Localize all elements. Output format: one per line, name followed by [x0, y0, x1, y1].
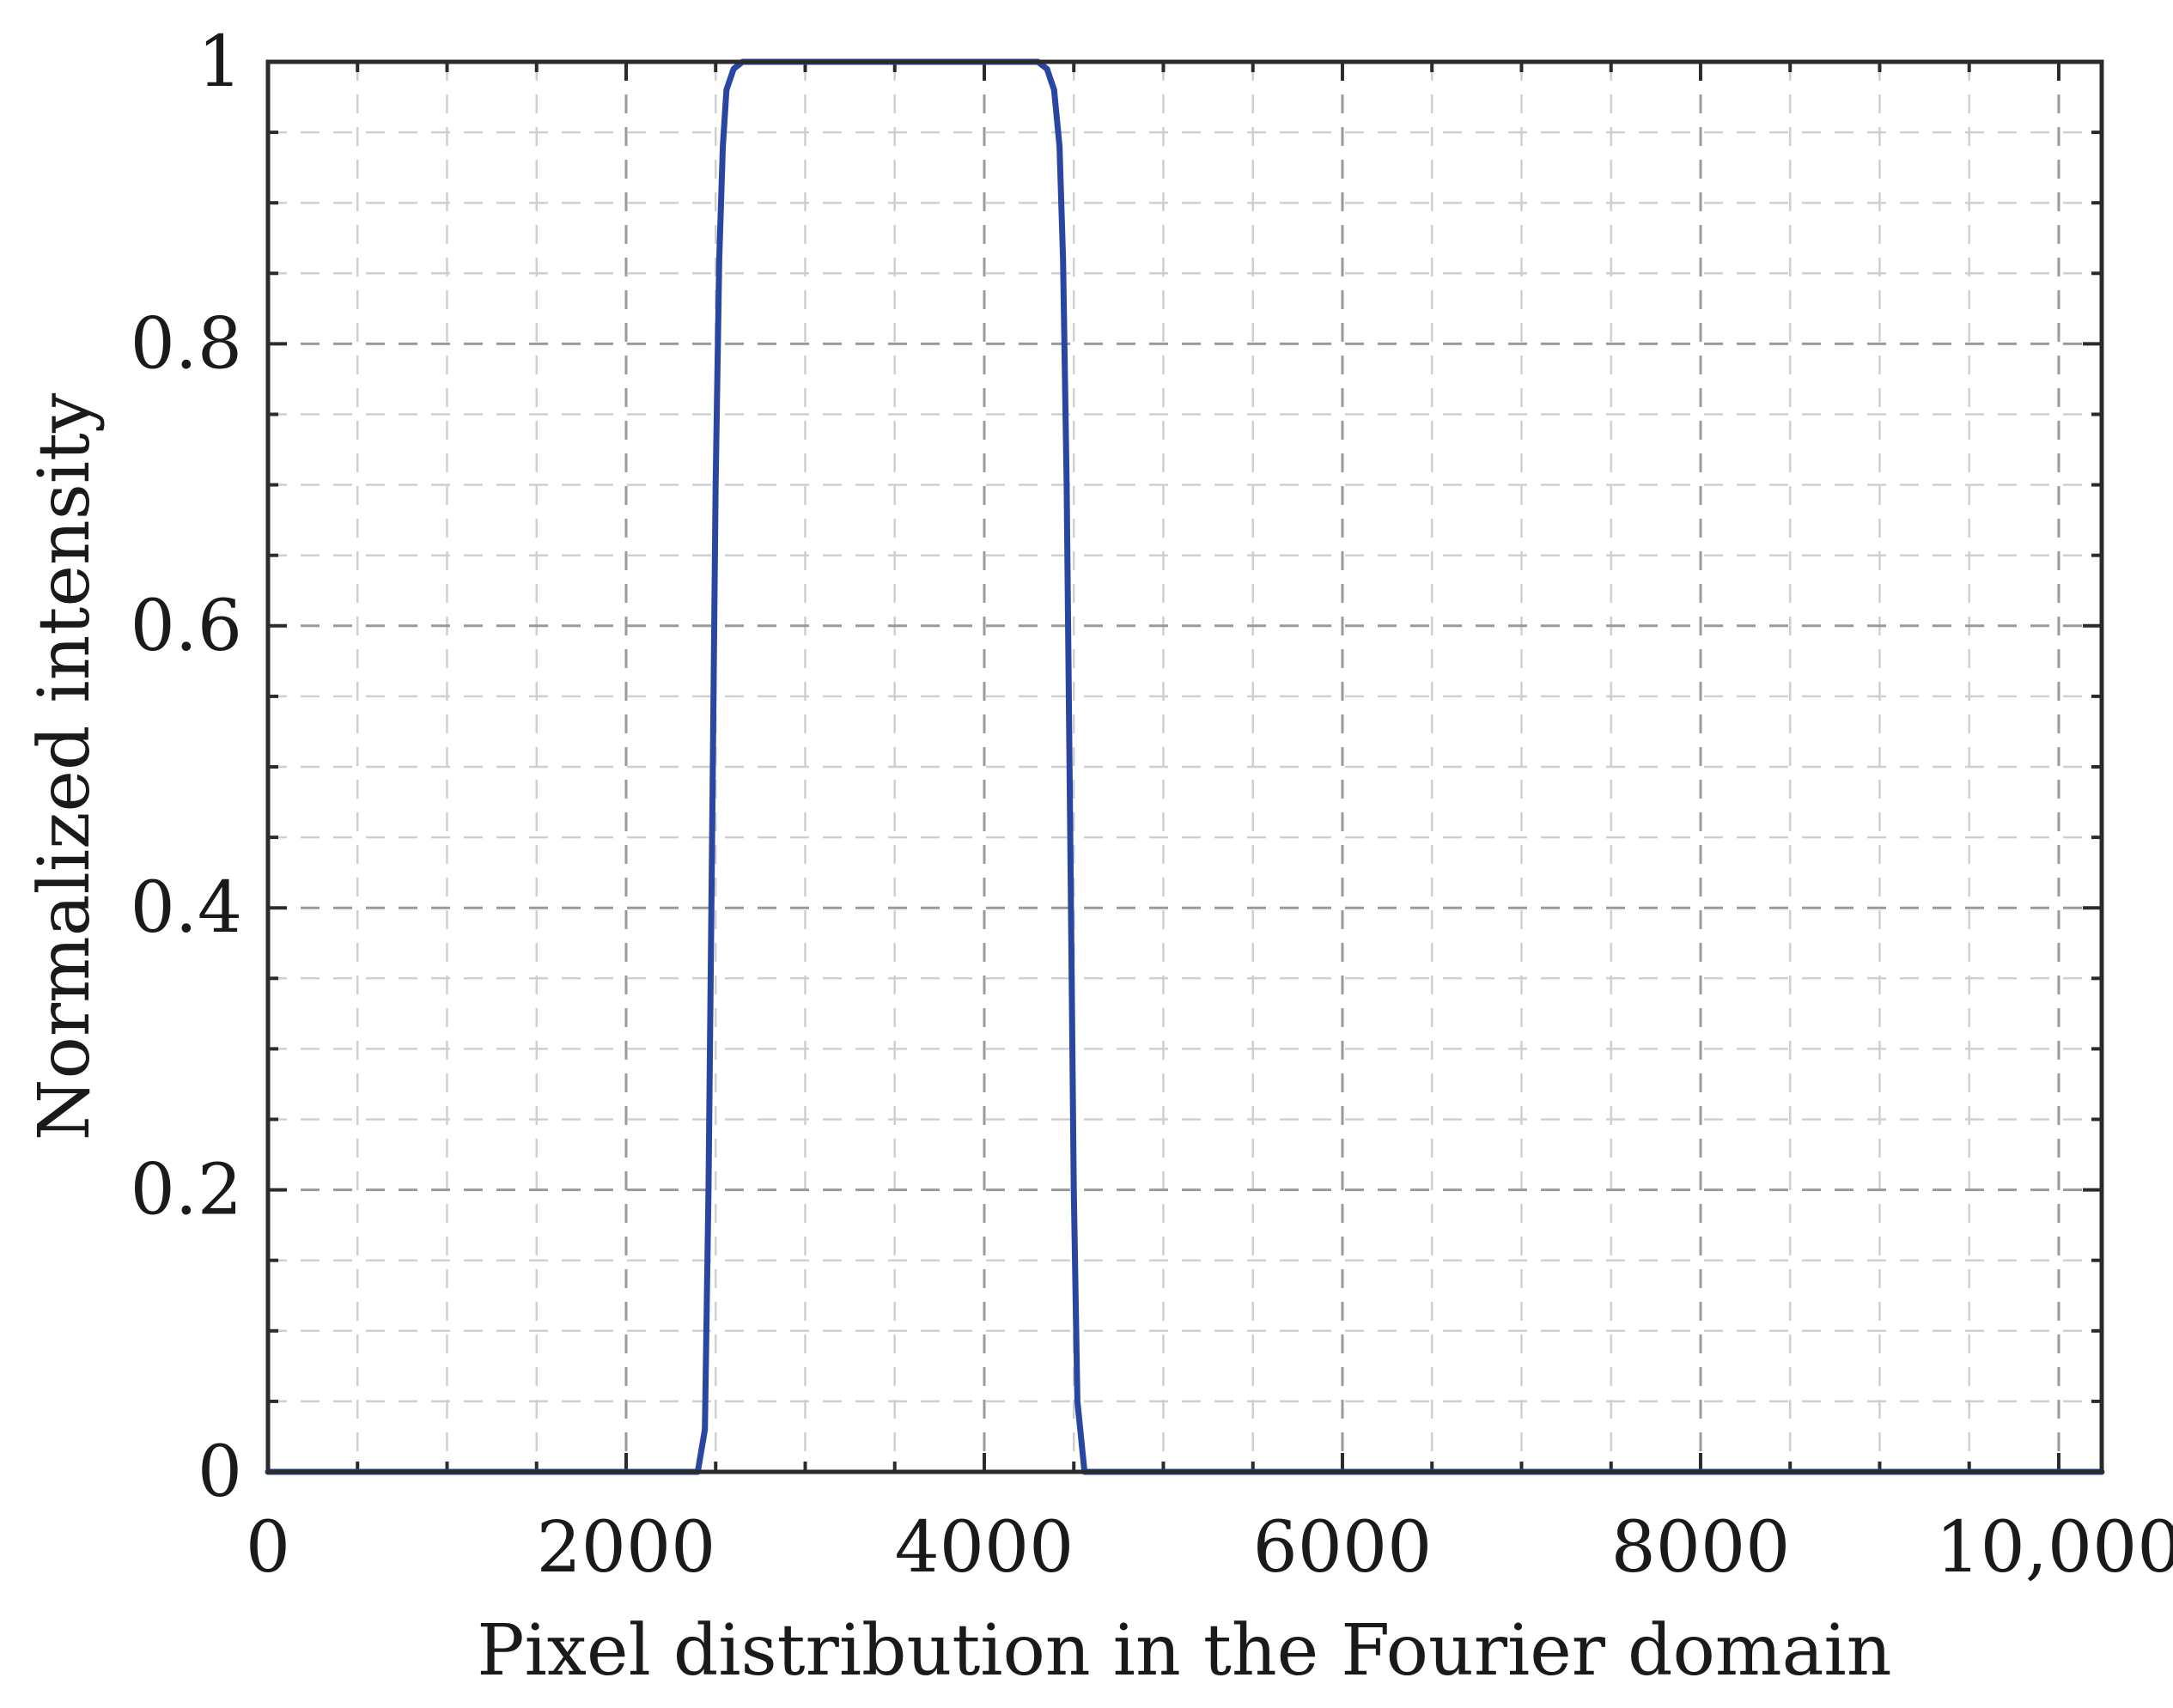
- x-tick-label: 4000: [895, 1507, 1074, 1589]
- x-tick-label: 0: [246, 1507, 290, 1589]
- y-tick-label: 0.4: [131, 867, 242, 949]
- y-tick-label: 0.6: [131, 586, 242, 667]
- x-tick-label: 2000: [537, 1507, 716, 1589]
- y-tick-label: 0.8: [131, 303, 242, 385]
- x-axis-label: Pixel distribution in the Fourier domain: [477, 1610, 1891, 1692]
- x-tick-label: 6000: [1253, 1507, 1433, 1589]
- y-tick-label: 0: [198, 1431, 242, 1513]
- x-tick-label: 8000: [1611, 1507, 1791, 1589]
- x-tick-label: 10,000: [1936, 1507, 2173, 1589]
- y-tick-label: 0.2: [131, 1150, 242, 1231]
- y-axis-label: Normalized intensity: [24, 392, 106, 1140]
- y-tick-label: 1: [198, 21, 242, 103]
